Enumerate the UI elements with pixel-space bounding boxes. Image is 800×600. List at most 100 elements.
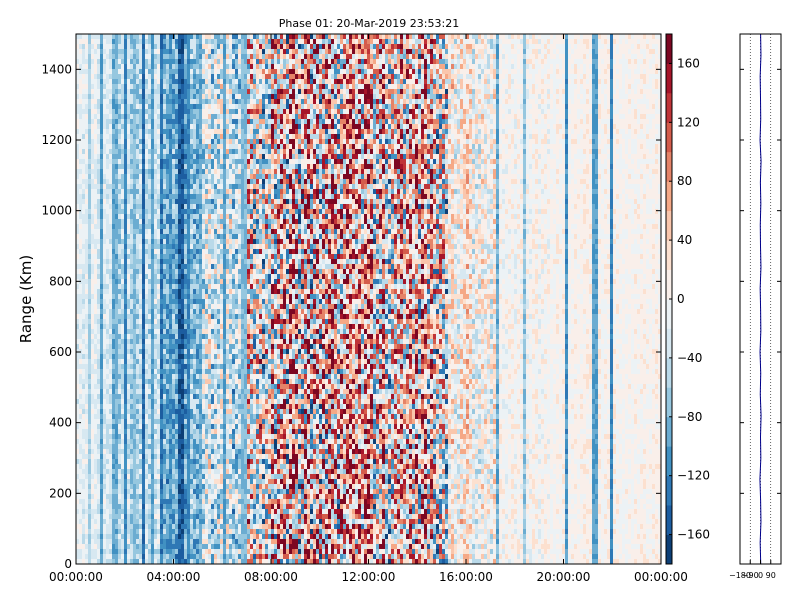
- heatmap-cell: [118, 559, 122, 565]
- heatmap-cell: [82, 354, 86, 360]
- heatmap-cell: [169, 39, 173, 45]
- heatmap-cell: [196, 104, 200, 110]
- heatmap-cell: [154, 219, 158, 225]
- heatmap-cell: [175, 529, 179, 535]
- heatmap-cell: [142, 89, 146, 95]
- heatmap-cell: [103, 434, 107, 440]
- heatmap-cell: [205, 239, 209, 245]
- heatmap-cell: [172, 439, 176, 445]
- heatmap-cell: [187, 64, 191, 70]
- heatmap-cell: [133, 554, 137, 560]
- heatmap-cell: [142, 149, 146, 155]
- heatmap-cell: [157, 329, 161, 335]
- heatmap-cell: [172, 449, 176, 455]
- heatmap-cell: [100, 194, 104, 200]
- heatmap-cell: [202, 69, 206, 75]
- heatmap-cell: [100, 284, 104, 290]
- heatmap-cell: [100, 124, 104, 130]
- heatmap-cell: [124, 294, 128, 300]
- heatmap-cell: [121, 69, 125, 75]
- heatmap-cell: [145, 79, 149, 85]
- heatmap-cell: [184, 549, 188, 555]
- heatmap-cell: [154, 544, 158, 550]
- heatmap-cell: [163, 134, 167, 140]
- heatmap-cell: [199, 79, 203, 85]
- heatmap-cell: [142, 434, 146, 440]
- heatmap-cell: [91, 504, 95, 510]
- heatmap-cell: [142, 99, 146, 105]
- heatmap-cell: [106, 59, 110, 65]
- heatmap-cell: [112, 284, 116, 290]
- heatmap-cell: [121, 144, 125, 150]
- heatmap-cell: [136, 299, 140, 305]
- heatmap-cell: [208, 179, 212, 185]
- heatmap-cell: [181, 274, 185, 280]
- heatmap-cell: [160, 544, 164, 550]
- heatmap-cell: [145, 59, 149, 65]
- heatmap-cell: [163, 514, 167, 520]
- heatmap-cell: [106, 554, 110, 560]
- heatmap-cell: [100, 504, 104, 510]
- heatmap-cell: [151, 34, 155, 40]
- heatmap-cell: [109, 159, 113, 165]
- heatmap-cell: [145, 324, 149, 330]
- heatmap-cell: [154, 379, 158, 385]
- heatmap-cell: [124, 549, 128, 555]
- heatmap-cell: [103, 454, 107, 460]
- heatmap-cell: [181, 84, 185, 90]
- heatmap-cell: [133, 324, 137, 330]
- heatmap-cell: [151, 304, 155, 310]
- heatmap-cell: [115, 199, 119, 205]
- heatmap-cell: [127, 484, 131, 490]
- heatmap-cell: [178, 394, 182, 400]
- heatmap-cell: [166, 259, 170, 265]
- heatmap-cell: [97, 549, 101, 555]
- heatmap-cell: [139, 64, 143, 70]
- heatmap-cell: [139, 44, 143, 50]
- heatmap-cell: [121, 399, 125, 405]
- heatmap-cell: [133, 34, 137, 40]
- heatmap-cell: [103, 469, 107, 475]
- heatmap-cell: [214, 89, 218, 95]
- heatmap-cell: [97, 439, 101, 445]
- heatmap-cell: [103, 139, 107, 145]
- heatmap-cell: [82, 289, 86, 295]
- heatmap-cell: [130, 254, 134, 260]
- heatmap-cell: [85, 444, 89, 450]
- heatmap-cell: [112, 494, 116, 500]
- heatmap-cell: [166, 284, 170, 290]
- heatmap-cell: [172, 269, 176, 275]
- heatmap-cell: [166, 529, 170, 535]
- heatmap-cell: [208, 554, 212, 560]
- heatmap-cell: [214, 249, 218, 255]
- heatmap-cell: [148, 319, 152, 325]
- heatmap-cell: [142, 539, 146, 545]
- heatmap-cell: [199, 239, 203, 245]
- heatmap-cell: [100, 89, 104, 95]
- heatmap-cell: [79, 554, 83, 560]
- heatmap-cell: [139, 269, 143, 275]
- heatmap-cell: [184, 524, 188, 530]
- heatmap-cell: [181, 499, 185, 505]
- heatmap-cell: [181, 49, 185, 55]
- heatmap-cell: [118, 544, 122, 550]
- heatmap-cell: [196, 464, 200, 470]
- heatmap-cell: [166, 469, 170, 475]
- heatmap-cell: [193, 154, 197, 160]
- heatmap-cell: [106, 359, 110, 365]
- heatmap-cell: [205, 454, 209, 460]
- heatmap-cell: [187, 199, 191, 205]
- heatmap-cell: [97, 324, 101, 330]
- heatmap-cell: [172, 364, 176, 370]
- heatmap-cell: [184, 544, 188, 550]
- heatmap-cell: [88, 389, 92, 395]
- heatmap-cell: [205, 199, 209, 205]
- heatmap-cell: [142, 369, 146, 375]
- heatmap-cell: [178, 54, 182, 60]
- heatmap-cell: [166, 459, 170, 465]
- heatmap-cell: [169, 109, 173, 115]
- heatmap-cell: [202, 264, 206, 270]
- heatmap-cell: [145, 489, 149, 495]
- heatmap-cell: [127, 259, 131, 265]
- heatmap-cell: [202, 259, 206, 265]
